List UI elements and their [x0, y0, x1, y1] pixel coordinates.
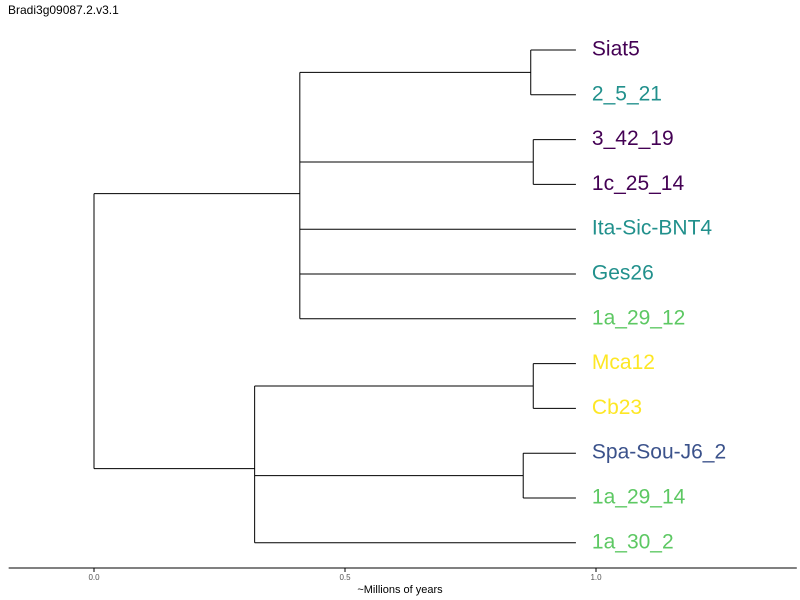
leaf-label: Ges26 [592, 262, 654, 285]
x-axis-tick-label: 0.0 [88, 573, 100, 582]
leaf-label: 3_42_19 [592, 127, 674, 150]
x-axis-tick-label: 0.5 [339, 573, 351, 582]
leaf-label: Mca12 [592, 351, 655, 374]
x-axis-tick-label: 1.0 [590, 573, 602, 582]
tree-title: Bradi3g09087.2.v3.1 [8, 3, 119, 17]
leaf-label: 1a_29_14 [592, 486, 686, 509]
leaf-label: 1c_25_14 [592, 172, 685, 195]
leaf-label: 1a_30_2 [592, 530, 674, 553]
leaf-label: Ita-Sic-BNT4 [592, 217, 713, 240]
leaf-label: 1a_29_12 [592, 306, 685, 329]
leaf-label: Siat5 [592, 38, 640, 61]
leaf-label: Spa-Sou-J6_2 [592, 441, 726, 464]
leaf-label: 2_5_21 [592, 82, 662, 105]
leaf-label: Cb23 [592, 396, 642, 419]
x-axis-label: ~Millions of years [357, 584, 443, 596]
